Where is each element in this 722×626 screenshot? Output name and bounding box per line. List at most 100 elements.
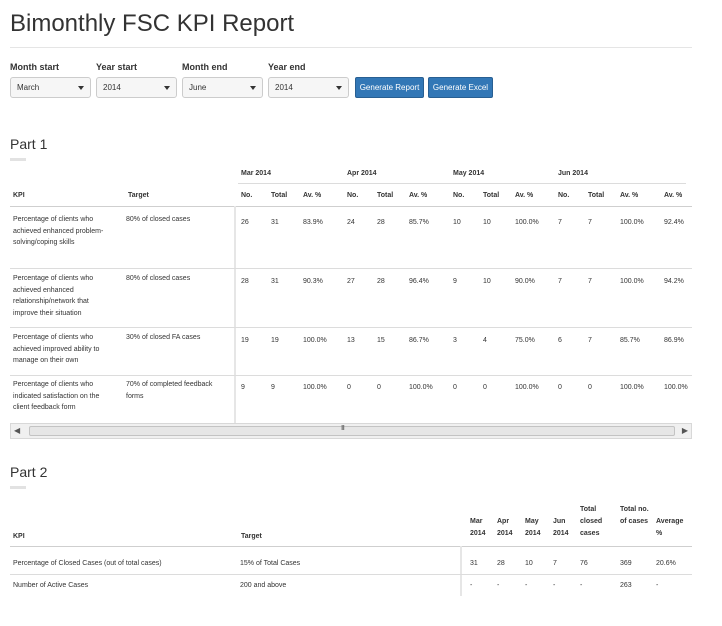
sub-column-header: No. [241,192,253,199]
kpi-cell: Percentage of clients who achieved enhan… [13,216,104,246]
part2-title: Part 2 [10,464,48,480]
part2-total-no-header: Total no. of cases [620,506,649,525]
scrollbar-grip: III [341,425,345,432]
generate-report-button[interactable]: Generate Report [355,77,424,98]
year-end-select[interactable]: 2014 [268,77,349,98]
value-cell: 85.7% [620,337,640,344]
value-cell: 24 [347,219,355,226]
value-cell: 0 [483,384,487,391]
sub-column-header: Av. % [515,192,534,199]
value-cell: 0 [377,384,381,391]
month-end-select[interactable]: June [182,77,263,98]
month-start-label: Month start [10,62,59,72]
part2-kpi-cell: Number of Active Cases [13,582,89,589]
value-cell: 7 [588,278,592,285]
value-cell: 9 [271,384,275,391]
value-cell: 6 [558,337,562,344]
value-cell: 26 [241,219,249,226]
part2-value-cell: 76 [580,560,588,567]
kpi-cell: Percentage of clients who achieved enhan… [13,275,94,317]
title-divider [10,47,692,48]
year-start-select[interactable]: 2014 [96,77,177,98]
scroll-right-icon[interactable]: ▶ [681,426,688,435]
value-cell: 86.7% [409,337,429,344]
value-cell: 19 [271,337,279,344]
target-cell: 70% of completed feedback forms [126,381,213,400]
value-cell: 100.0% [303,384,327,391]
value-cell: 100.0% [303,337,327,344]
month-start-select[interactable]: March [10,77,91,98]
sub-column-header: No. [453,192,465,199]
value-cell: 31 [271,278,279,285]
month-header: May 2014 [453,170,485,177]
target-cell: 80% of closed cases [126,216,191,223]
target-column-header: Target [128,192,149,199]
chevron-down-icon [164,86,170,90]
sub-column-header: Total [588,192,605,199]
value-cell: 90.0% [515,278,535,285]
value-cell: 0 [453,384,457,391]
sub-column-header: Total [271,192,288,199]
chevron-down-icon [336,86,342,90]
value-cell: 28 [377,219,385,226]
value-cell: 7 [558,219,562,226]
part2-value-cell: 369 [620,560,632,567]
part2-value-cell: 20.6% [656,560,676,567]
part2-apr-header: Apr 2014 [497,518,513,537]
page-title: Bimonthly FSC KPI Report [10,10,295,37]
part2-kpi-cell: Percentage of Closed Cases (out of total… [13,560,162,567]
value-cell: 75.0% [515,337,535,344]
month-end-label: Month end [182,62,228,72]
sub-column-header: Av. % [409,192,428,199]
chevron-down-icon [250,86,256,90]
value-cell: 15 [377,337,385,344]
kpi-column-header: KPI [13,192,25,199]
horizontal-scrollbar[interactable]: ◀ III ▶ [10,423,692,439]
part2-value-cell: - [553,582,556,589]
sub-column-header: No. [558,192,570,199]
average-cell: 100.0% [664,384,688,391]
month-header: Apr 2014 [347,170,377,177]
part2-value-cell: 7 [553,560,557,567]
sub-column-header: No. [347,192,359,199]
year-end-value: 2014 [275,83,293,92]
part1-title-underline [10,158,26,161]
row-divider [10,327,692,328]
month-header: Jun 2014 [558,170,588,177]
part2-jun-header: Jun 2014 [553,518,569,537]
scroll-left-icon[interactable]: ◀ [14,426,21,435]
part2-column-separator [460,546,462,596]
value-cell: 100.0% [515,384,539,391]
row-divider [10,268,692,269]
year-start-value: 2014 [103,83,121,92]
value-cell: 83.9% [303,219,323,226]
value-cell: 31 [271,219,279,226]
generate-excel-button[interactable]: Generate Excel [428,77,493,98]
value-cell: 100.0% [409,384,433,391]
part2-mar-header: Mar 2014 [470,518,486,537]
part2-value-cell: - [525,582,528,589]
part1-title: Part 1 [10,136,48,152]
value-cell: 100.0% [620,278,644,285]
part2-value-cell: - [580,582,583,589]
chevron-down-icon [78,86,84,90]
month-start-value: March [17,83,40,92]
value-cell: 28 [377,278,385,285]
value-cell: 9 [453,278,457,285]
value-cell: 100.0% [620,384,644,391]
kpi-cell: Percentage of clients who indicated sati… [13,381,100,411]
value-cell: 10 [453,219,461,226]
value-cell: 7 [588,337,592,344]
value-cell: 100.0% [620,219,644,226]
target-cell: 80% of closed cases [126,275,191,282]
part2-may-header: May 2014 [525,518,541,537]
scrollbar-thumb[interactable] [29,426,675,436]
year-end-label: Year end [268,62,306,72]
frozen-column-separator [234,206,236,423]
part2-target-cell: 200 and above [240,582,287,589]
value-cell: 100.0% [515,219,539,226]
sub-column-header: Total [483,192,500,199]
value-cell: 4 [483,337,487,344]
part2-kpi-header: KPI [13,533,25,540]
value-cell: 27 [347,278,355,285]
